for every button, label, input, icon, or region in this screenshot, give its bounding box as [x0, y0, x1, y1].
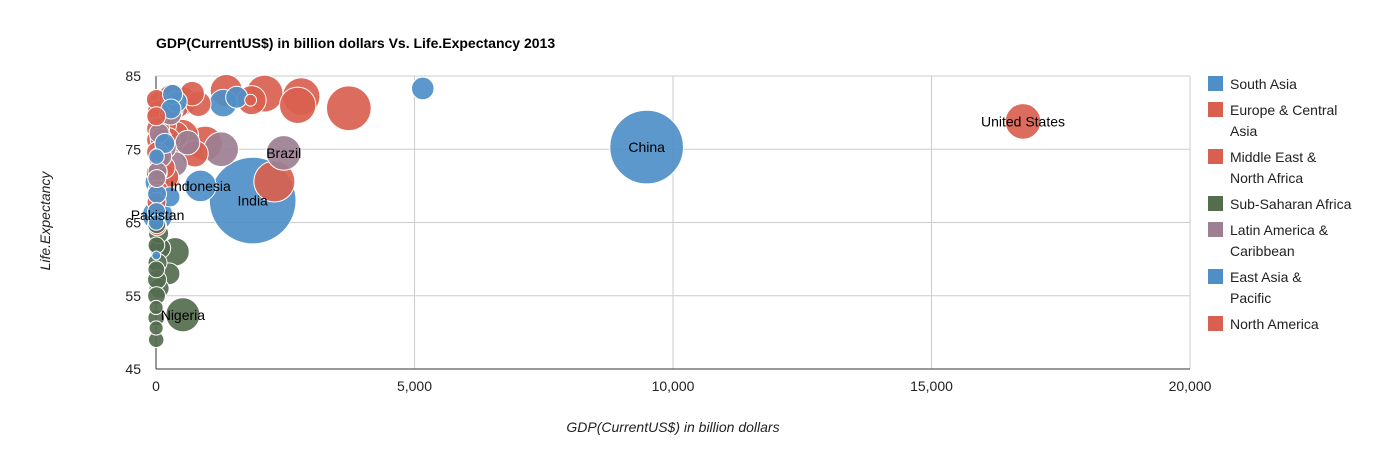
bubble[interactable]: [154, 132, 176, 154]
bubble[interactable]: [148, 148, 165, 165]
bubble-layer: [141, 74, 1042, 348]
bubble[interactable]: [147, 260, 166, 279]
bubble[interactable]: [174, 129, 201, 156]
x-tick-label: 5,000: [397, 378, 432, 394]
bubble[interactable]: [148, 320, 164, 336]
legend-entry-label: Latin America & Caribbean: [1230, 222, 1329, 259]
legend-swatch: [1208, 269, 1223, 284]
bubble[interactable]: [165, 297, 201, 333]
bubble-label-layer: India China United States Brazil Nigeria Indo…: [131, 113, 1065, 322]
bubble[interactable]: [225, 85, 249, 109]
bubble-label: United States: [981, 113, 1065, 129]
bubble[interactable]: [278, 86, 317, 124]
bubble[interactable]: [609, 109, 684, 185]
legend-swatch: [1208, 76, 1223, 91]
legend: South Asia Europe & Central Asia Middle Eas…: [1208, 76, 1352, 332]
bubble-label: Brazil: [266, 145, 301, 161]
legend-entry-label: Europe & Central Asia: [1230, 102, 1337, 139]
legend-entry-label: East Asia & Pacific: [1230, 269, 1302, 306]
y-tick-label: 75: [125, 141, 141, 157]
bubble[interactable]: [325, 85, 372, 132]
legend-entry-label: Middle East & North Africa: [1230, 149, 1317, 186]
x-axis-title: GDP(CurrentUS$) in billion dollars: [566, 419, 779, 435]
bubble[interactable]: [411, 76, 435, 101]
y-tick-label: 65: [125, 215, 141, 231]
x-tick-label: 15,000: [910, 378, 953, 394]
legend-entry-label: South Asia: [1230, 76, 1297, 92]
bubble-label: Nigeria: [161, 307, 206, 323]
bubble-label: China: [628, 139, 665, 155]
bubble[interactable]: [147, 169, 167, 188]
x-tick-label: 10,000: [652, 378, 695, 394]
tick-label-layer: 0 5,000 10,000 15,000 20,000 45 55 65 75 85: [125, 68, 1211, 394]
bubble-label: India: [237, 193, 268, 209]
bubble-label: Indonesia: [170, 178, 231, 194]
bubble[interactable]: [151, 250, 162, 261]
y-tick-label: 85: [125, 68, 141, 84]
legend-swatch: [1208, 149, 1223, 164]
y-tick-label: 45: [125, 361, 141, 377]
bubble[interactable]: [146, 106, 167, 127]
bubble[interactable]: [148, 214, 165, 231]
legend-entry-label: Sub-Saharan Africa: [1230, 196, 1352, 212]
y-axis-title: Life.Expectancy: [37, 171, 53, 271]
legend-swatch: [1208, 196, 1223, 211]
bubble-label: Pakistan: [131, 207, 185, 223]
chart-title: GDP(CurrentUS$) in billion dollars Vs. L…: [156, 35, 555, 51]
bubble[interactable]: [265, 135, 302, 171]
legend-swatch: [1208, 222, 1223, 237]
x-tick-label: 0: [152, 378, 160, 394]
x-tick-label: 20,000: [1169, 378, 1212, 394]
bubble[interactable]: [203, 131, 239, 168]
legend-entry-label: North America: [1230, 316, 1319, 332]
bubble[interactable]: [148, 299, 164, 316]
bubble[interactable]: [244, 93, 258, 107]
bubble[interactable]: [1004, 103, 1042, 140]
legend-swatch: [1208, 316, 1223, 331]
bubble[interactable]: [184, 169, 217, 203]
legend-swatch: [1208, 102, 1223, 117]
y-tick-label: 55: [125, 288, 141, 304]
